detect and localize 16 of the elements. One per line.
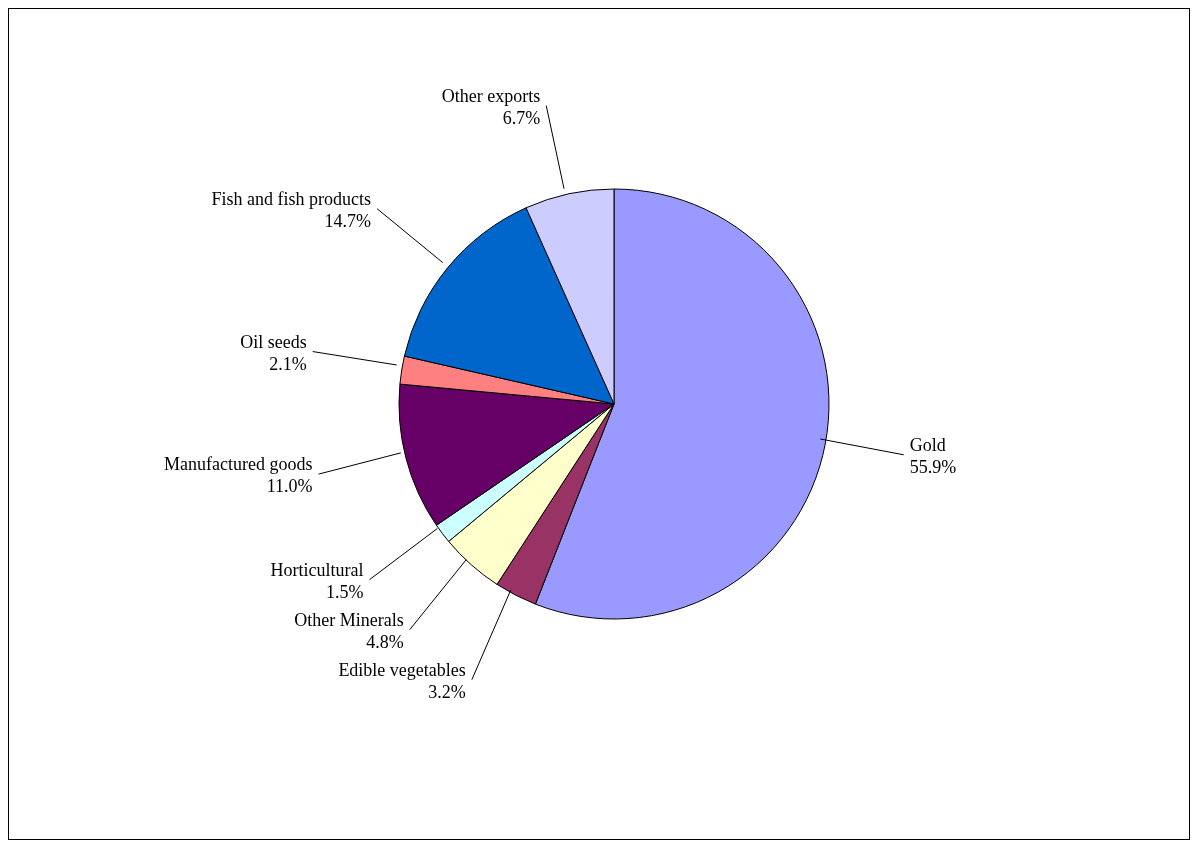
data-label: 4.8% [366, 631, 404, 652]
slice-label: Oil seeds [240, 331, 307, 352]
slice-label: Other Minerals [294, 609, 404, 630]
data-label: 2.1% [269, 353, 307, 374]
slice-label: Fish and fish products [211, 188, 372, 209]
slice-label: Other exports [441, 85, 541, 106]
data-label: 14.7% [324, 210, 372, 231]
data-label: 6.7% [502, 107, 541, 128]
slice-label: Edible vegetables [338, 659, 466, 680]
slice-label: Gold [909, 434, 946, 455]
data-label: 11.0% [266, 476, 313, 497]
data-label: 1.5% [325, 581, 364, 602]
data-label: 3.2% [428, 681, 466, 702]
slice-label: Horticultural [270, 559, 364, 580]
data-label: 55.9% [909, 456, 957, 477]
slice-label: Manufactured goods [164, 454, 313, 475]
